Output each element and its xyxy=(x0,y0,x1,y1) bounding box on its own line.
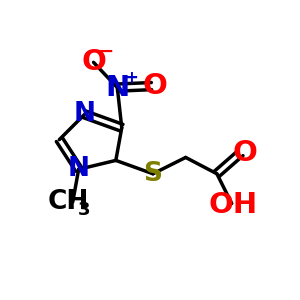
Text: O: O xyxy=(142,72,167,100)
Text: OH: OH xyxy=(209,191,258,219)
Text: −: − xyxy=(98,41,114,61)
Text: N: N xyxy=(105,74,129,102)
Text: N: N xyxy=(68,156,90,182)
Text: CH: CH xyxy=(48,189,89,215)
Text: N: N xyxy=(74,101,96,127)
Text: 3: 3 xyxy=(78,201,90,219)
Text: O: O xyxy=(81,48,106,76)
Text: O: O xyxy=(233,139,257,167)
Text: +: + xyxy=(124,69,139,87)
Text: S: S xyxy=(143,161,163,187)
